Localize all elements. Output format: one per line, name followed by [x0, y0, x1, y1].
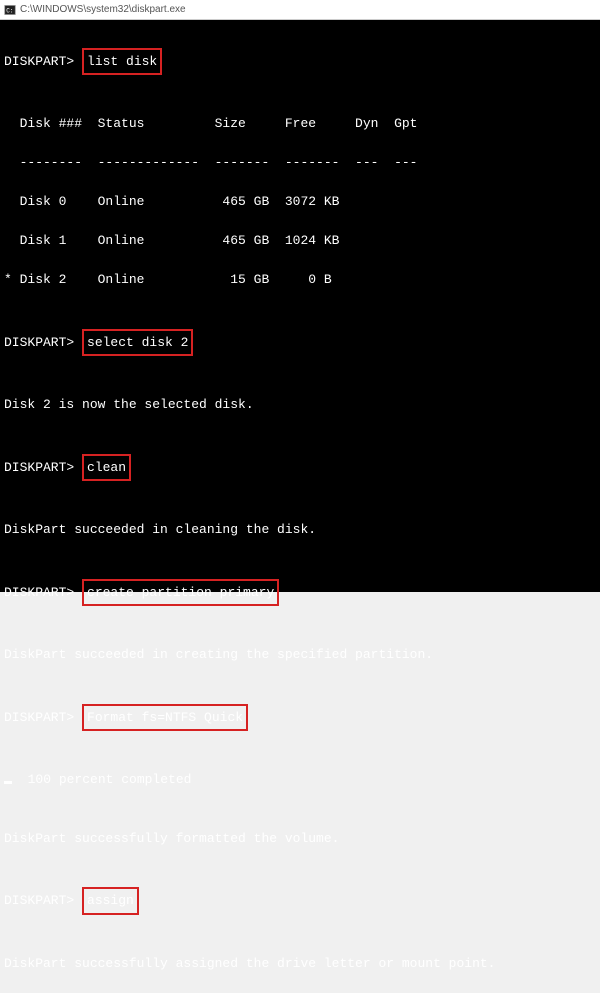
cmd-format: Format fs=NTFS Quick	[82, 704, 248, 732]
output-assigned: DiskPart successfully assigned the drive…	[4, 954, 596, 974]
diskpart-prompt: DISKPART>	[4, 585, 82, 600]
window-titlebar: C: C:\WINDOWS\system32\diskpart.exe	[0, 0, 600, 20]
cursor	[4, 781, 12, 784]
cmd-create-partition: create partition primary	[82, 579, 279, 607]
diskpart-prompt: DISKPART>	[4, 54, 82, 69]
output-partitioned: DiskPart succeeded in creating the speci…	[4, 645, 596, 665]
cmd-assign: assign	[82, 887, 139, 915]
console-icon: C:	[4, 4, 16, 16]
disk-table-divider: -------- ------------- ------- ------- -…	[4, 153, 596, 173]
output-formatted: DiskPart successfully formatted the volu…	[4, 829, 596, 849]
diskpart-prompt: DISKPART>	[4, 460, 82, 475]
diskpart-prompt: DISKPART>	[4, 893, 82, 908]
output-progress	[12, 772, 28, 787]
diskpart-prompt: DISKPART>	[4, 335, 82, 350]
window-title: C:\WINDOWS\system32\diskpart.exe	[20, 4, 186, 15]
disk-table-row: * Disk 2 Online 15 GB 0 B	[4, 270, 596, 290]
diskpart-prompt: DISKPART>	[4, 710, 82, 725]
disk-table-row: Disk 1 Online 465 GB 1024 KB	[4, 231, 596, 251]
cmd-list-disk: list disk	[82, 48, 162, 76]
terminal-output: DISKPART> list disk Disk ### Status Size…	[0, 20, 600, 592]
svg-text:C:: C:	[6, 7, 13, 14]
cmd-clean: clean	[82, 454, 131, 482]
disk-table-header: Disk ### Status Size Free Dyn Gpt	[4, 114, 596, 134]
output-cleaned: DiskPart succeeded in cleaning the disk.	[4, 520, 596, 540]
disk-table-row: Disk 0 Online 465 GB 3072 KB	[4, 192, 596, 212]
cmd-select-disk: select disk 2	[82, 329, 193, 357]
output-selected: Disk 2 is now the selected disk.	[4, 395, 596, 415]
